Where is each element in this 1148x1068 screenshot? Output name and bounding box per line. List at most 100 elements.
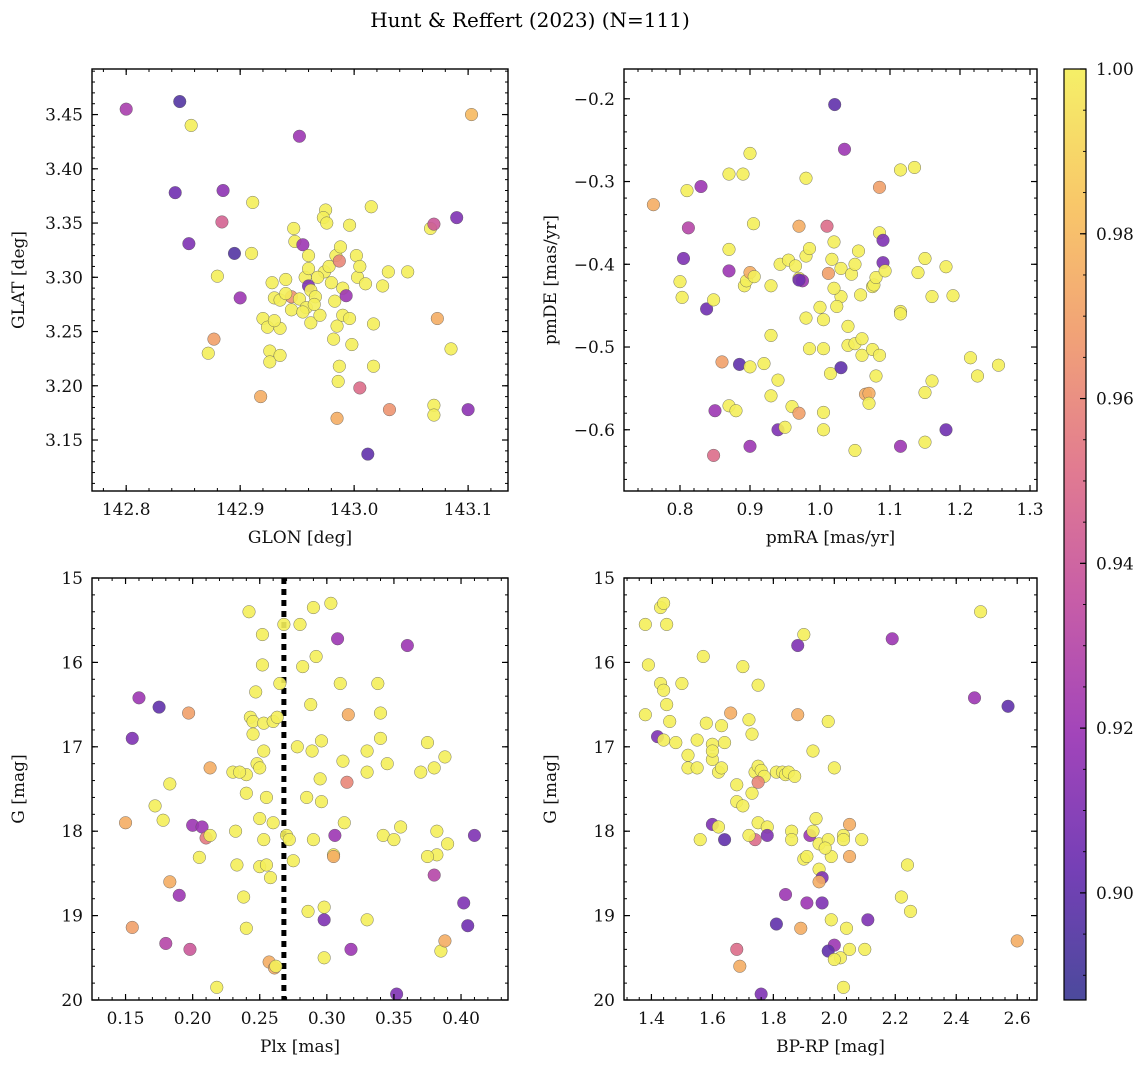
scatter-point <box>827 761 841 775</box>
y-tick-label: −0.5 <box>574 338 615 358</box>
scatter-point <box>246 714 260 728</box>
scatter-point <box>848 443 862 457</box>
scatter-point <box>812 875 826 889</box>
scatter-point <box>414 765 428 779</box>
scatter-point <box>467 828 481 842</box>
y-tick-label: 19 <box>61 907 83 927</box>
scatter-point <box>203 828 217 842</box>
scatter-point <box>441 837 455 851</box>
scatter-point <box>344 942 358 956</box>
scatter-point <box>345 338 359 352</box>
scatter-point <box>825 252 839 266</box>
scatter-point <box>306 601 320 615</box>
colorbar-gradient <box>1063 68 1087 1001</box>
scatter-point <box>992 358 1006 372</box>
scatter-point <box>159 936 173 950</box>
scatter-point <box>745 727 759 741</box>
panel-glon-glat: 142.8 142.9 143.0 143.1 3.15 3.20 3.25 3.30 3.35… <box>9 68 509 548</box>
scatter-point <box>806 744 820 758</box>
scatter-point <box>861 913 875 927</box>
scatter-point <box>324 596 338 610</box>
scatter-point <box>718 833 732 847</box>
scatter-point <box>730 942 744 956</box>
y-tick-label: 17 <box>61 738 83 758</box>
scatter-point <box>841 319 855 333</box>
scatter-point <box>353 381 367 395</box>
scatter-point <box>855 348 869 362</box>
y-tick-label: 16 <box>61 653 83 673</box>
scatter-point <box>873 348 887 362</box>
scatter-point <box>359 277 373 291</box>
scatter-point <box>1010 934 1024 948</box>
scatter-point <box>336 754 350 768</box>
colorbar-tick-label: 0.98 <box>1096 225 1134 245</box>
scatter-point <box>696 649 710 663</box>
x-tick-label: 1.0 <box>806 500 833 520</box>
scatter-point <box>751 678 765 692</box>
scatter-point <box>461 403 475 417</box>
scatter-point <box>284 303 298 317</box>
scatter-point <box>374 706 388 720</box>
scatter-point <box>873 180 887 194</box>
scatter-points <box>646 98 1006 462</box>
scatter-point <box>152 700 166 714</box>
scatter-point <box>918 251 932 265</box>
scatter-point <box>320 216 334 230</box>
axes-frame <box>623 68 1038 492</box>
scatter-point <box>769 917 783 931</box>
scatter-point <box>852 244 866 258</box>
scatter-point <box>438 750 452 764</box>
scatter-point <box>184 118 198 132</box>
scatter-point <box>427 761 441 775</box>
scatter-point <box>293 617 307 631</box>
scatter-point <box>314 734 328 748</box>
y-tick-label: 3.25 <box>45 323 83 343</box>
colorbar-tick-label: 0.92 <box>1096 719 1134 739</box>
scatter-point <box>173 95 187 109</box>
y-axis-label: pmDE [mas/yr] <box>541 215 561 345</box>
scatter-point <box>843 942 857 956</box>
scatter-point <box>255 628 269 642</box>
scatter-point <box>259 790 273 804</box>
scatter-point <box>253 812 267 826</box>
y-axis-label: G [mag] <box>541 754 561 823</box>
panel-bprp-g: 1.4 1.6 1.8 2.0 2.2 2.4 2.6 15 16 17 18 19 20 BP-RP [… <box>541 569 1038 1057</box>
scatter-point <box>242 605 256 619</box>
scatter-point <box>374 731 388 745</box>
colorbar-tick-label: 1.00 <box>1096 60 1134 80</box>
scatter-point <box>324 276 338 290</box>
scatter-point <box>270 710 284 724</box>
scatter-point <box>646 198 660 212</box>
scatter-point <box>1001 699 1015 713</box>
scatter-point <box>317 913 331 927</box>
scatter-point <box>340 775 354 789</box>
scatter-point <box>663 714 677 728</box>
scatter-point <box>669 736 683 750</box>
panel-plx-g: 0.15 0.20 0.25 0.30 0.35 0.40 15 16 17 18 19 20 Plx … <box>9 569 509 1057</box>
scatter-point <box>314 795 328 809</box>
scatter-point <box>353 259 367 273</box>
scatter-point <box>827 235 841 249</box>
scatter-point <box>381 265 395 279</box>
scatter-point <box>843 850 857 864</box>
scatter-point <box>331 374 345 388</box>
x-tick-label: 0.35 <box>375 1009 413 1029</box>
x-tick-label: 1.8 <box>760 1009 787 1029</box>
y-tick-label: 18 <box>593 822 615 842</box>
scatter-point <box>307 297 321 311</box>
scatter-point <box>457 896 471 910</box>
x-tick-label: 2.2 <box>882 1009 909 1029</box>
scatter-point <box>313 772 327 786</box>
scatter-point <box>894 890 908 904</box>
scatter-point <box>675 290 689 304</box>
scatter-point <box>760 828 774 842</box>
scatter-point <box>327 850 341 864</box>
scatter-point <box>328 294 342 308</box>
scatter-point <box>444 342 458 356</box>
scatter-point <box>304 698 318 712</box>
scatter-point <box>333 240 347 254</box>
scatter-point <box>677 251 691 265</box>
scatter-point <box>718 736 732 750</box>
scatter-point <box>246 727 260 741</box>
scatter-point <box>827 952 841 966</box>
